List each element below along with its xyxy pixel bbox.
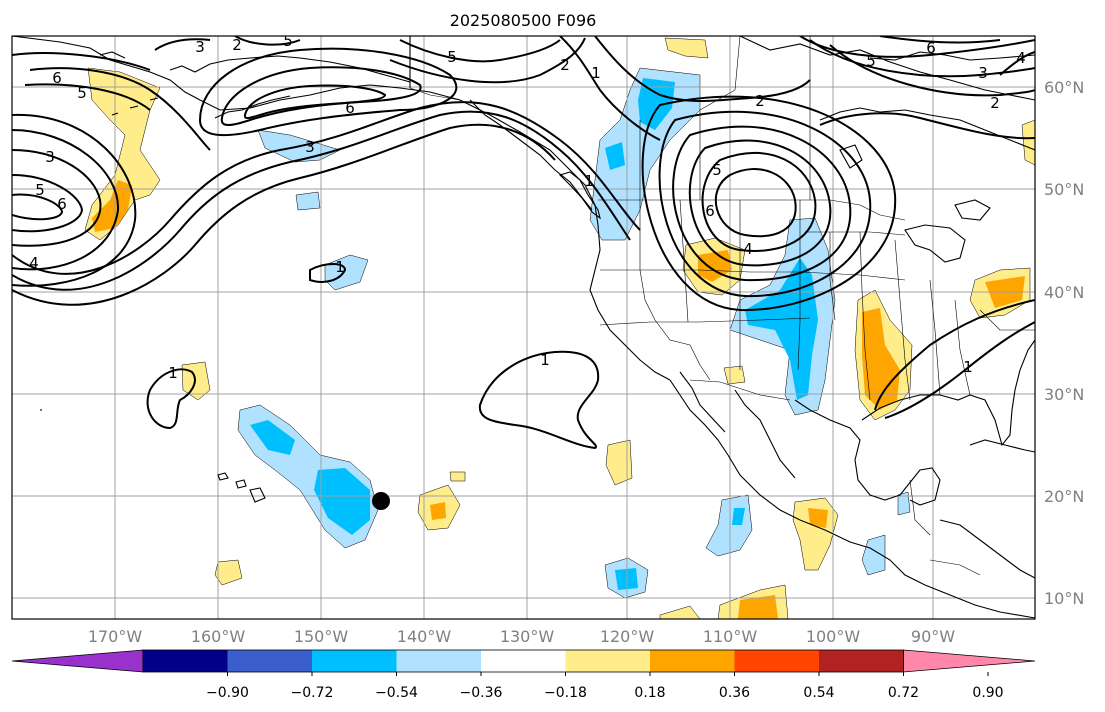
colorbar-tick-label: −0.90: [206, 685, 249, 701]
location-marker: [372, 492, 390, 510]
contour-label-4: 4: [743, 240, 753, 258]
colorbar-tick-label: −0.18: [544, 685, 587, 701]
longitude-labels: 170°W 160°W 150°W 140°W 130°W 120°W 110°…: [88, 627, 955, 646]
lon-label: 110°W: [703, 627, 758, 646]
lat-label: 10°N: [1044, 589, 1084, 608]
contour-label-1: 1: [584, 172, 594, 190]
lat-label: 30°N: [1044, 385, 1084, 404]
contour-label-4: 4: [1016, 49, 1026, 67]
lon-label: 160°W: [191, 627, 246, 646]
lon-label: 120°W: [600, 627, 655, 646]
colorbar-tick-label: 0.18: [634, 685, 665, 701]
contour-label-1: 1: [540, 351, 550, 369]
contour-label-6: 6: [705, 202, 715, 220]
lat-label: 20°N: [1044, 487, 1084, 506]
colorbar-tick-label: 0.72: [888, 685, 919, 701]
map-area: 6 5 3 5 6 4 3 2 5 6 3 5 2 1 2 5 6 4 1 6 …: [12, 32, 1035, 619]
contour-label-3: 3: [45, 148, 55, 166]
colorbar-tick-label: −0.72: [291, 685, 334, 701]
colorbar-segment: [312, 650, 397, 672]
graticule: [12, 36, 1035, 619]
colorbar-segment: [565, 650, 651, 672]
contour-label-3: 3: [195, 38, 205, 56]
coastlines: [12, 36, 1035, 619]
colorbar-frame: [142, 649, 904, 673]
contour-label-6: 6: [52, 69, 62, 87]
colorbar-tick-label: 0.36: [719, 685, 750, 701]
lon-label: 170°W: [88, 627, 143, 646]
contour-label-6: 6: [57, 195, 67, 213]
colorbar-tick-label: −0.36: [460, 685, 503, 701]
contour-label-1: 1: [591, 64, 601, 82]
colorbar-tick-label: 0.54: [803, 685, 834, 701]
colorbar-segment: [143, 650, 228, 672]
lat-label: 50°N: [1044, 180, 1084, 199]
contour-labels: 6 5 3 5 6 4 3 2 5 6 3 5 2 1 2 5 6 4 1 6 …: [29, 32, 1026, 382]
contour-label-1: 1: [168, 364, 178, 382]
contour-lines: [12, 36, 1035, 450]
contour-label-2: 2: [232, 36, 242, 54]
lon-label: 150°W: [294, 627, 349, 646]
contour-label-5: 5: [866, 52, 876, 70]
contour-label-5: 5: [447, 48, 457, 66]
colorbar: −0.90 −0.72 −0.54 −0.36 −0.18 0.18 0.36 0.54 0.7…: [11, 649, 1036, 701]
colorbar-tick-label: −0.54: [375, 685, 418, 701]
contour-label-4: 4: [29, 254, 39, 272]
lon-label: 100°W: [806, 627, 861, 646]
colorbar-segment: [227, 650, 313, 672]
latitude-labels: 60°N 50°N 40°N 30°N 20°N 10°N: [1044, 78, 1084, 608]
colorbar-segment: [734, 650, 820, 672]
colorbar-tick-label: 0.90: [972, 685, 1003, 701]
contour-label-2: 2: [755, 92, 765, 110]
colorbar-segment: [819, 650, 904, 672]
lon-label: 90°W: [911, 627, 955, 646]
contour-label-2: 2: [990, 94, 1000, 112]
contour-label-5: 5: [712, 161, 722, 179]
shaded-anomalies: [84, 37, 1035, 619]
colorbar-extend-min: [11, 649, 144, 673]
lon-label: 130°W: [500, 627, 555, 646]
contour-label-2: 2: [560, 56, 570, 74]
colorbar-segment: [481, 650, 566, 672]
contour-label-1: 1: [335, 258, 345, 276]
map-title: 2025080500 F096: [450, 11, 597, 30]
lat-label: 60°N: [1044, 78, 1084, 97]
colorbar-segment: [650, 650, 735, 672]
contour-label-6: 6: [345, 99, 355, 117]
contour-label-3: 3: [305, 138, 315, 156]
contour-label-3: 3: [978, 64, 988, 82]
colorbar-extend-max: [903, 649, 1036, 673]
contour-label-1: 1: [963, 358, 973, 376]
lat-label: 40°N: [1044, 283, 1084, 302]
contour-label-6: 6: [926, 39, 936, 57]
colorbar-segment: [396, 650, 482, 672]
contour-label-5: 5: [35, 181, 45, 199]
contour-label-5: 5: [77, 84, 87, 102]
map-frame: [11, 35, 1036, 620]
contour-label-5: 5: [283, 32, 293, 50]
lon-label: 140°W: [397, 627, 452, 646]
